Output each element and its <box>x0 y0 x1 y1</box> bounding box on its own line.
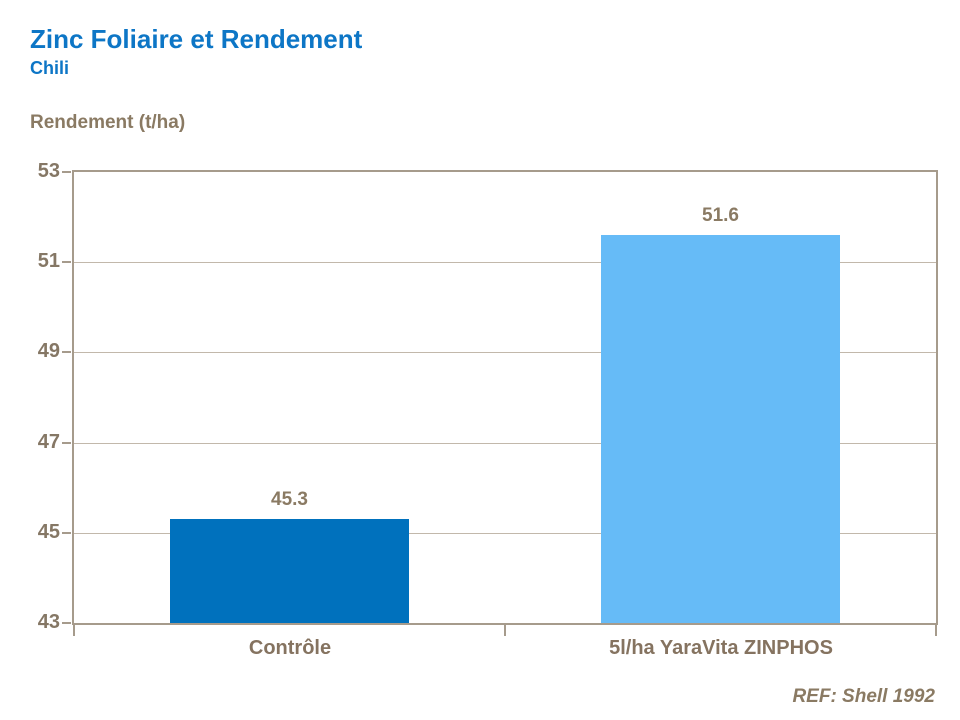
y-tick-label: 51 <box>37 250 60 272</box>
x-tick-mark <box>73 625 75 636</box>
gridline <box>74 533 936 534</box>
x-category-label: 5l/ha YaraVita ZINPHOS <box>609 637 833 659</box>
bar <box>601 235 840 623</box>
y-tick-mark <box>62 171 71 173</box>
y-axis-title: Rendement (t/ha) <box>30 112 186 133</box>
x-tick-mark <box>504 625 506 636</box>
gridline <box>74 352 936 353</box>
bar-value-label: 51.6 <box>702 205 739 226</box>
y-tick-label: 49 <box>37 340 60 362</box>
bar-value-label: 45.3 <box>271 489 308 510</box>
y-tick-label: 53 <box>37 160 60 182</box>
chart-subtitle: Chili <box>30 58 69 78</box>
bar <box>170 519 409 623</box>
gridline <box>74 262 936 263</box>
y-tick-mark <box>62 351 71 353</box>
y-tick-mark <box>62 622 71 624</box>
reference-text: REF: Shell 1992 <box>792 686 935 707</box>
chart-title: Zinc Foliaire et Rendement <box>30 24 363 54</box>
y-tick-mark <box>62 261 71 263</box>
y-tick-mark <box>62 532 71 534</box>
y-tick-label: 43 <box>37 611 60 633</box>
y-tick-label: 47 <box>37 431 60 453</box>
y-tick-label: 45 <box>37 521 60 543</box>
x-category-label: Contrôle <box>248 637 332 659</box>
x-tick-mark <box>935 625 937 636</box>
plot-area: 45.3 51.6 <box>72 170 938 625</box>
gridline <box>74 443 936 444</box>
y-tick-mark <box>62 442 71 444</box>
